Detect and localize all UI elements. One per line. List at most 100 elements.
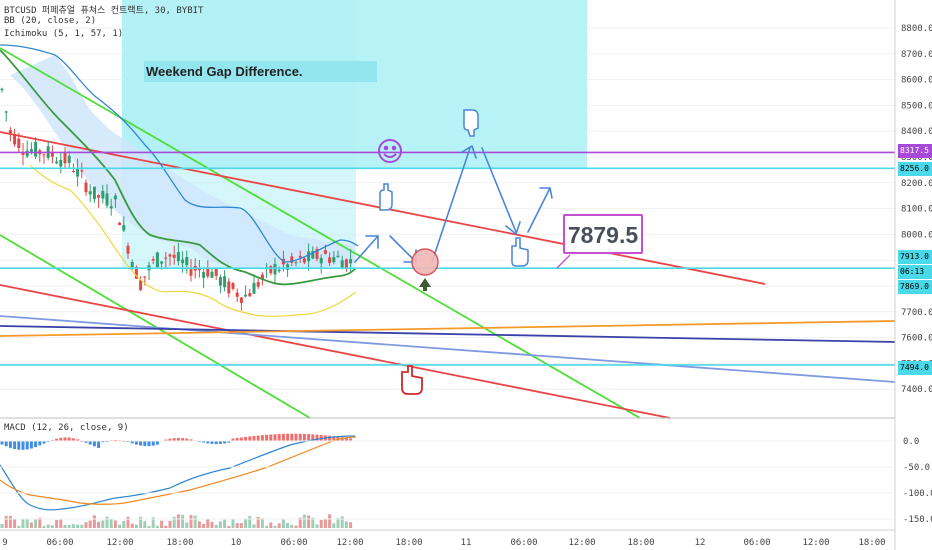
- macd-bar: [134, 441, 138, 445]
- candle-body: [302, 258, 306, 263]
- candle-body: [319, 257, 323, 264]
- time-tick-label: 11: [461, 538, 472, 548]
- volume-bar: [34, 518, 38, 528]
- candle-body: [273, 263, 277, 275]
- macd-bar: [101, 441, 105, 443]
- candle-body: [0, 88, 4, 91]
- volume-bar: [21, 518, 25, 528]
- horizontal-levels: [0, 151, 895, 366]
- price-tick-label: 8000.0: [901, 230, 932, 240]
- macd-bar: [315, 434, 319, 441]
- arrow-segment-4: [481, 147, 517, 233]
- volume-bar: [80, 524, 84, 528]
- volume-bar: [189, 515, 193, 528]
- candle-body: [76, 167, 80, 177]
- candle-body: [21, 152, 25, 155]
- candle-body: [101, 190, 105, 199]
- candle-body: [80, 170, 84, 172]
- volume-bar: [193, 515, 197, 528]
- arrow-head-1: [365, 235, 379, 249]
- volume-bar: [50, 525, 54, 528]
- volume-bar: [218, 521, 222, 528]
- navy-trendline: [0, 325, 896, 343]
- candle-body: [29, 149, 33, 152]
- candle-body: [67, 155, 71, 163]
- candle-body: [307, 251, 311, 262]
- green-channel-upper: [0, 47, 641, 419]
- arrow-segment-2: [389, 235, 417, 263]
- volume-bar: [160, 520, 164, 528]
- callout-pointer: [556, 254, 571, 269]
- candle-body: [160, 261, 164, 264]
- macd-axis: 0.0 -50.0 -100.0 -150.0: [0, 437, 932, 525]
- price-tick-label: 8200.0: [901, 179, 932, 189]
- arrow-segment-1: [354, 235, 379, 263]
- time-tick-label: 10: [231, 538, 242, 548]
- macd-indicator-label[interactable]: MACD (12, 26, close, 9): [4, 423, 129, 433]
- volume-bar: [344, 521, 348, 528]
- volume-bar: [319, 519, 323, 528]
- price-tick-label: 8600.0: [901, 76, 932, 86]
- volume-bar: [269, 522, 273, 528]
- volume-bar: [134, 524, 138, 528]
- volume-bar: [4, 515, 8, 528]
- macd-bar: [307, 434, 311, 441]
- volume-bar: [105, 516, 109, 528]
- candle-body: [311, 250, 315, 259]
- volume-bar: [130, 523, 134, 528]
- weekend-gap-label: Weekend Gap Difference.: [144, 61, 377, 82]
- macd-bar: [319, 434, 323, 441]
- volume-bar: [273, 525, 277, 528]
- time-tick-label: 12: [695, 538, 706, 548]
- candle-body: [244, 294, 248, 297]
- pointing-hand-icon: [401, 365, 423, 395]
- steel-trendline: [0, 315, 896, 383]
- volume-bar: [71, 524, 75, 528]
- candle-body: [277, 269, 281, 272]
- candle-body: [223, 276, 227, 288]
- bb-lower-line: [29, 164, 357, 317]
- volume-bar: [248, 515, 252, 528]
- candle-body: [181, 259, 185, 264]
- macd-bar: [38, 441, 42, 446]
- candle-body: [252, 282, 256, 294]
- price-tag: 8317.5: [898, 144, 932, 158]
- price-tick-label: 8700.0: [901, 50, 932, 60]
- volume-bar: [155, 525, 159, 528]
- macd-bar: [260, 435, 264, 441]
- red-trendline-lower: [0, 284, 671, 419]
- volume-bar: [8, 515, 12, 528]
- volume-bar: [122, 520, 126, 528]
- candle-body: [260, 274, 264, 279]
- ichimoku-indicator-label[interactable]: Ichimoku (5, 1, 57, 1): [4, 29, 124, 39]
- macd-bar: [340, 437, 344, 441]
- bb-indicator-label[interactable]: BB (20, close, 2): [4, 16, 97, 26]
- volume-bar: [118, 524, 122, 528]
- time-tick-label: 12:00: [802, 538, 829, 548]
- macd-tick-label: -150.0: [903, 515, 932, 525]
- candle-body: [197, 269, 201, 271]
- candle-body: [172, 254, 176, 258]
- volume-bar: [164, 525, 168, 528]
- candle-body: [42, 154, 46, 156]
- candle-body: [218, 277, 222, 286]
- candle-body: [164, 257, 168, 259]
- price-axis[interactable]: 8800.0 8700.0 8600.0 8500.0 8400.0 8300.0 8200…: [901, 24, 932, 395]
- macd-bar: [88, 441, 92, 445]
- macd-bar: [277, 434, 281, 441]
- macd-bar: [34, 441, 38, 448]
- volume-bar: [46, 524, 50, 528]
- price-tick-label: 8500.0: [901, 101, 932, 111]
- time-tick-label: 18:00: [166, 538, 193, 548]
- bb-upper-line: [0, 44, 359, 263]
- candle-body: [290, 256, 294, 263]
- candle-body: [139, 280, 143, 290]
- volume-bar: [294, 525, 298, 528]
- volume-bar: [281, 518, 285, 528]
- candle-body: [315, 249, 319, 259]
- candle-body: [105, 193, 109, 206]
- time-axis[interactable]: 9 06:00 12:00 18:00 10 06:00 12:00 18:00 11 06:00…: [2, 538, 885, 548]
- pointing-hand-icon: [511, 237, 529, 267]
- price-tick-label: 8300.0: [901, 153, 932, 163]
